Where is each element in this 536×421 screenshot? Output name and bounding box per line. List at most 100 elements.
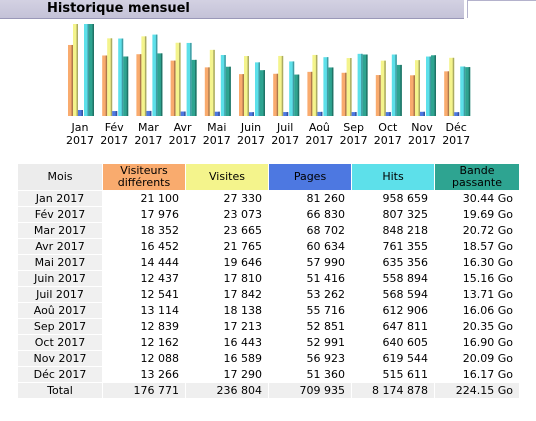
- header-bandwidth: Bande passante: [435, 164, 519, 190]
- bar-visitors: [341, 72, 347, 116]
- bar-visitors: [102, 55, 108, 116]
- bar-hits: [289, 61, 295, 116]
- bar-hits: [323, 57, 329, 116]
- table-row: Fév 2017 17 976 23 073 66 830 807 325 19.69 G…: [18, 207, 519, 222]
- row-value: 640 605: [382, 336, 429, 349]
- bar-pages: [78, 110, 83, 116]
- table-row: Aoû 2017 13 114 18 138 55 716 612 906 16.06 G…: [18, 303, 519, 318]
- row-value: 52 991: [306, 336, 346, 349]
- bar-hits: [220, 55, 226, 116]
- row-value: 761 355: [382, 240, 429, 253]
- row-month: Fév 2017: [18, 207, 102, 222]
- x-tick-year: 2017: [374, 134, 402, 147]
- row-value: 635 356: [382, 256, 429, 269]
- x-tick-year: 2017: [442, 134, 470, 147]
- bar-visits: [449, 57, 455, 116]
- bar-pages: [385, 112, 391, 116]
- x-tick-year: 2017: [340, 134, 368, 147]
- bar-visits: [278, 55, 284, 116]
- row-value: 16.90 Go: [462, 336, 513, 349]
- x-tick-year: 2017: [169, 134, 197, 147]
- bar-bandwidth: [465, 67, 471, 116]
- total-value: 236 804: [186, 383, 268, 398]
- row-value: 515 611: [382, 368, 429, 381]
- row-month: Juin 2017: [18, 271, 102, 286]
- bar-visitors: [136, 54, 142, 116]
- x-tick-year: 2017: [305, 134, 333, 147]
- header-divider: [467, 0, 536, 18]
- row-value: 16.30 Go: [462, 256, 513, 269]
- bar-pages: [351, 112, 357, 116]
- row-value: 12 541: [140, 288, 180, 301]
- row-value: 21 100: [140, 192, 180, 205]
- x-tick-month: Juin: [240, 121, 261, 134]
- row-month: Aoû 2017: [18, 303, 102, 318]
- row-month: Mai 2017: [18, 255, 102, 270]
- bar-bandwidth: [89, 24, 94, 116]
- row-month: Juil 2017: [18, 287, 102, 302]
- bar-bandwidth: [362, 54, 368, 116]
- row-value: 21 765: [223, 240, 263, 253]
- x-tick-month: Jan: [71, 121, 89, 134]
- bar-visits: [141, 36, 147, 116]
- header-visitors: Visiteurs différents: [103, 164, 185, 190]
- x-tick-month: Avr: [174, 121, 192, 134]
- row-value: 558 894: [382, 272, 429, 285]
- table-row: Mar 2017 18 352 23 665 68 702 848 218 20.72 G…: [18, 223, 519, 238]
- row-value: 19 646: [223, 256, 263, 269]
- row-value: 60 634: [306, 240, 346, 253]
- bar-pages: [214, 111, 220, 116]
- table-row: Nov 2017 12 088 16 589 56 923 619 544 20.09 G…: [18, 351, 519, 366]
- x-tick-month: Sep: [343, 121, 364, 134]
- table-row: Jan 2017 21 100 27 330 81 260 958 659 30.44 G…: [18, 191, 519, 206]
- total-row: Total 176 771 236 804 709 935 8 174 878 224.1…: [18, 383, 519, 398]
- x-tick-month: Déc: [446, 121, 467, 134]
- bar-hits: [255, 62, 260, 116]
- total-value: 224.15 Go: [435, 383, 519, 398]
- x-tick-month: Fév: [105, 121, 124, 134]
- bar-hits: [391, 54, 397, 116]
- bar-visits: [244, 56, 249, 116]
- x-tick-year: 2017: [271, 134, 299, 147]
- monthly-stats-table: Mois Visiteurs différents Visites Pages …: [17, 163, 520, 399]
- table-row: Oct 2017 12 162 16 443 52 991 640 605 16.90 G…: [18, 335, 519, 350]
- bar-visitors: [307, 71, 313, 116]
- row-value: 51 416: [306, 272, 346, 285]
- header-visits: Visites: [186, 164, 268, 190]
- row-value: 18 138: [223, 304, 263, 317]
- row-value: 17 810: [223, 272, 263, 285]
- bar-bandwidth: [191, 59, 197, 116]
- section-title: Historique mensuel: [47, 1, 190, 16]
- row-value: 52 851: [306, 320, 346, 333]
- bar-bandwidth: [431, 55, 436, 116]
- row-value: 12 839: [140, 320, 180, 333]
- row-value: 16.06 Go: [462, 304, 513, 317]
- row-value: 16 452: [140, 240, 180, 253]
- bar-visitors: [375, 75, 381, 116]
- x-tick-month: Oct: [378, 121, 398, 134]
- bar-bandwidth: [225, 66, 231, 116]
- table-row: Juil 2017 12 541 17 842 53 262 568 594 13.71 …: [18, 287, 519, 302]
- row-month: Sep 2017: [18, 319, 102, 334]
- row-value: 20.09 Go: [462, 352, 513, 365]
- row-value: 17 290: [223, 368, 263, 381]
- bar-visitors: [68, 44, 73, 116]
- x-tick-year: 2017: [203, 134, 231, 147]
- bar-visitors: [410, 75, 415, 116]
- bar-visitors: [444, 71, 450, 116]
- row-value: 20.72 Go: [462, 224, 513, 237]
- row-value: 68 702: [306, 224, 346, 237]
- row-value: 12 162: [140, 336, 180, 349]
- bar-visits: [346, 58, 352, 116]
- bar-pages: [317, 111, 323, 116]
- bar-hits: [460, 66, 466, 116]
- bar-bandwidth: [260, 70, 265, 116]
- bar-hits: [152, 34, 158, 116]
- row-value: 16 589: [223, 352, 263, 365]
- row-value: 14 444: [140, 256, 180, 269]
- row-value: 53 262: [306, 288, 346, 301]
- bar-pages: [420, 111, 425, 116]
- row-value: 647 811: [382, 320, 429, 333]
- row-value: 16 443: [223, 336, 263, 349]
- row-value: 19.69 Go: [462, 208, 513, 221]
